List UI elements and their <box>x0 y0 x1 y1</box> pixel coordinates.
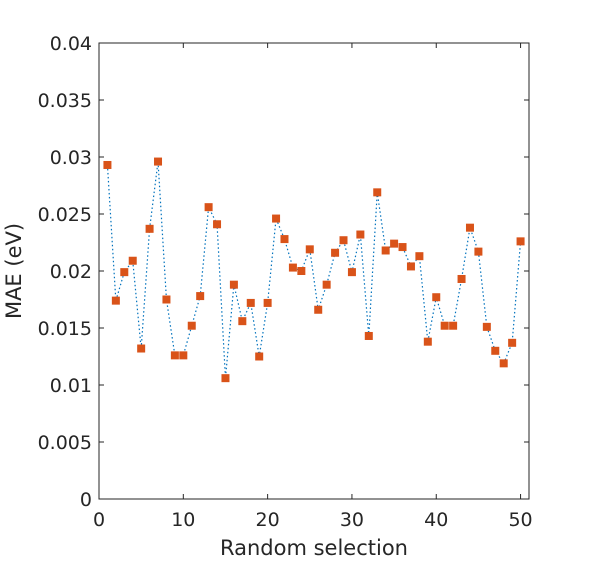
axis-ticks <box>98 42 529 500</box>
data-point-43 <box>457 274 466 283</box>
data-point-46 <box>482 322 491 331</box>
data-point-11 <box>187 321 196 330</box>
data-point-10 <box>179 351 188 360</box>
data-point-23 <box>288 263 297 272</box>
y-axis-title: MAE (eV) <box>2 223 26 319</box>
data-point-33 <box>373 188 382 197</box>
data-point-34 <box>381 246 390 255</box>
y-tick-label-0.005: 0.005 <box>38 432 92 454</box>
y-tick-labels: 0 0.005 0.01 0.015 0.02 0.025 0.03 0.035 0.04 <box>38 33 92 511</box>
x-tick-label-20: 20 <box>256 509 280 531</box>
data-point-39 <box>423 337 432 346</box>
data-point-21 <box>272 214 281 223</box>
data-point-17 <box>238 317 247 326</box>
data-point-45 <box>474 247 483 256</box>
data-point-40 <box>432 293 441 302</box>
data-point-1 <box>103 160 112 169</box>
data-point-47 <box>491 346 500 355</box>
y-tick-label-0.04: 0.04 <box>50 33 92 55</box>
data-point-28 <box>331 248 340 257</box>
data-point-16 <box>229 280 238 289</box>
data-point-35 <box>390 239 399 248</box>
data-point-26 <box>314 305 323 314</box>
data-point-20 <box>263 298 272 307</box>
data-point-27 <box>322 280 331 289</box>
data-point-44 <box>465 223 474 232</box>
data-point-30 <box>347 268 356 277</box>
data-point-5 <box>137 344 146 353</box>
data-point-24 <box>297 267 306 275</box>
data-point-32 <box>364 331 373 340</box>
data-point-42 <box>449 321 458 330</box>
y-tick-label-0: 0 <box>80 489 92 511</box>
x-tick-label-0: 0 <box>93 509 105 531</box>
data-point-38 <box>415 252 424 261</box>
data-point-13 <box>204 203 213 212</box>
data-point-49 <box>508 338 517 347</box>
x-tick-label-10: 10 <box>171 509 195 531</box>
data-point-19 <box>255 352 264 361</box>
data-point-3 <box>120 268 129 277</box>
x-tick-label-30: 30 <box>340 509 364 531</box>
data-point-2 <box>111 296 120 305</box>
data-markers <box>103 157 525 383</box>
data-point-8 <box>162 295 171 304</box>
y-tick-label-0.02: 0.02 <box>50 261 92 283</box>
data-point-31 <box>356 230 365 239</box>
data-point-48 <box>499 359 508 368</box>
data-point-7 <box>154 157 163 166</box>
data-point-41 <box>440 321 449 330</box>
data-point-18 <box>246 298 255 307</box>
y-tick-label-0.03: 0.03 <box>50 147 92 169</box>
data-point-4 <box>128 256 137 265</box>
plot-area <box>99 43 529 499</box>
x-axis-title: Random selection <box>220 536 408 560</box>
data-point-14 <box>213 220 222 229</box>
x-tick-label-40: 40 <box>424 509 448 531</box>
data-point-12 <box>196 292 205 301</box>
data-point-15 <box>221 374 230 383</box>
data-point-9 <box>170 351 179 360</box>
y-tick-label-0.015: 0.015 <box>38 318 92 340</box>
data-point-50 <box>516 237 525 246</box>
data-point-37 <box>406 262 415 271</box>
x-tick-label-50: 50 <box>508 509 532 531</box>
data-point-6 <box>145 224 154 233</box>
data-point-25 <box>305 245 314 254</box>
x-tick-labels: 0 10 20 30 40 50 <box>93 509 533 531</box>
y-tick-label-0.035: 0.035 <box>38 90 92 112</box>
y-tick-label-0.025: 0.025 <box>38 204 92 226</box>
y-tick-label-0.01: 0.01 <box>50 375 92 397</box>
data-point-29 <box>339 236 348 245</box>
data-point-36 <box>398 243 407 252</box>
data-point-22 <box>280 235 289 244</box>
